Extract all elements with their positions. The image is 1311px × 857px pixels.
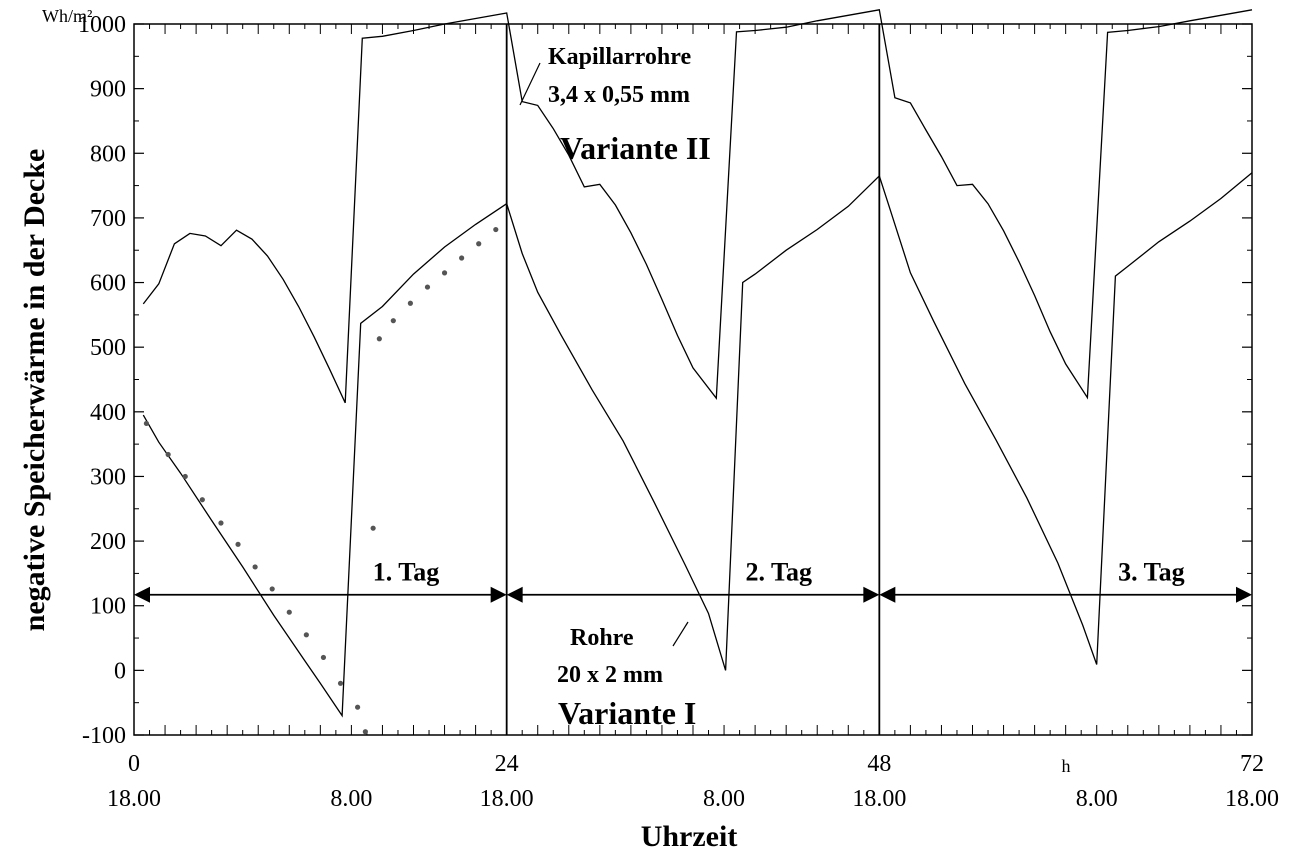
x-axis-title: Uhrzeit — [641, 820, 738, 853]
y-tick-label: 800 — [90, 141, 126, 167]
annotations: Kapillarrohre 3,4 x 0,55 mm Variante II Roh… — [519, 44, 711, 731]
day-arrowhead-left — [506, 586, 523, 603]
data-point-3 — [337, 680, 344, 686]
annotation-leader-rohre — [672, 621, 689, 647]
data-point-3 — [493, 226, 499, 233]
y-tick-label: 0 — [114, 658, 126, 684]
y-tick-label: -100 — [82, 723, 126, 749]
data-point-3 — [407, 300, 413, 306]
y-tick-label: 200 — [90, 529, 126, 555]
data-point-3 — [362, 729, 368, 735]
y-tick-label: 900 — [90, 77, 126, 103]
data-point-3 — [235, 541, 241, 547]
day-arrowhead-right — [863, 586, 880, 603]
data-point-3 — [370, 525, 376, 531]
annotation-rohre-line2: 20 x 2 mm — [557, 662, 663, 688]
day-arrowhead-left — [879, 586, 896, 603]
data-point-3 — [143, 420, 150, 427]
x-time-label: 8.00 — [1076, 786, 1118, 812]
x-hour-label: 48 — [867, 751, 891, 777]
data-point-3 — [269, 586, 275, 592]
data-point-3 — [252, 564, 258, 570]
data-point-3 — [218, 520, 224, 526]
data-point-3 — [390, 318, 396, 324]
y-tick-label: 700 — [90, 206, 126, 232]
x-time-label: 18.00 — [480, 786, 534, 812]
annotation-kapillarrohre-line1: Kapillarrohre — [548, 44, 691, 70]
x-unit-label: h — [1062, 756, 1071, 776]
data-point-3 — [320, 654, 327, 661]
annotation-kapillarrohre-line2: 3,4 x 0,55 mm — [548, 82, 690, 108]
annotation-variante-ii: Variante II — [560, 130, 711, 166]
y-tick-label: 100 — [90, 594, 126, 620]
x-hour-label: 72 — [1240, 751, 1264, 777]
data-point-3 — [476, 241, 482, 247]
day-label-2: 2. Tag — [745, 558, 812, 587]
x-time-label: 18.00 — [107, 786, 161, 812]
data-point-3 — [303, 632, 309, 638]
data-point-3 — [199, 497, 205, 503]
day-arrowhead-right — [1236, 586, 1252, 603]
series-line-2 — [142, 172, 1253, 718]
data-point-3 — [355, 704, 361, 710]
y-unit-label: Wh/m² — [42, 6, 92, 26]
y-axis-title: negative Speicherwärme in der Decke — [18, 149, 51, 632]
y-tick-label: 600 — [90, 271, 126, 297]
data-point-3 — [165, 451, 171, 458]
y-axis: -100 0 100 200 300 400 500 600 700 800 900 1000 — [78, 12, 1252, 749]
y-tick-label: 1000 — [78, 12, 126, 38]
day-label-3: 3. Tag — [1118, 558, 1185, 587]
x-hour-label: 24 — [495, 751, 519, 777]
annotation-variante-i: Variante I — [558, 695, 696, 731]
annotation-leader-kapillarrohre — [519, 62, 541, 106]
data-point-3 — [182, 473, 188, 480]
y-tick-label: 400 — [90, 400, 126, 426]
x-time-label: 18.00 — [1225, 786, 1279, 812]
y-tick-label: 300 — [90, 464, 126, 490]
x-time-label: 18.00 — [852, 786, 906, 812]
x-axis: 0 18.00 8.00 24 18.00 8.00 48 18.00 8.00 72 18.00 — [107, 24, 1279, 812]
day-arrowhead-right — [490, 586, 507, 603]
data-point-3 — [424, 284, 431, 290]
data-point-3 — [459, 255, 465, 261]
data-point-3 — [441, 270, 448, 276]
x-time-label: 8.00 — [703, 786, 745, 812]
y-tick-label: 500 — [90, 335, 126, 361]
series-line-1 — [142, 9, 1253, 404]
x-time-label: 8.00 — [330, 786, 372, 812]
x-hour-label: 0 — [128, 751, 140, 777]
series-area — [142, 9, 1253, 735]
day-arrowhead-left — [134, 586, 150, 603]
day-label-1: 1. Tag — [373, 558, 440, 587]
data-point-3 — [286, 609, 292, 615]
annotation-rohre-line1: Rohre — [570, 625, 634, 651]
data-point-3 — [376, 336, 382, 342]
day-markers: 1. Tag 2. Tag 3. Tag — [134, 558, 1252, 603]
